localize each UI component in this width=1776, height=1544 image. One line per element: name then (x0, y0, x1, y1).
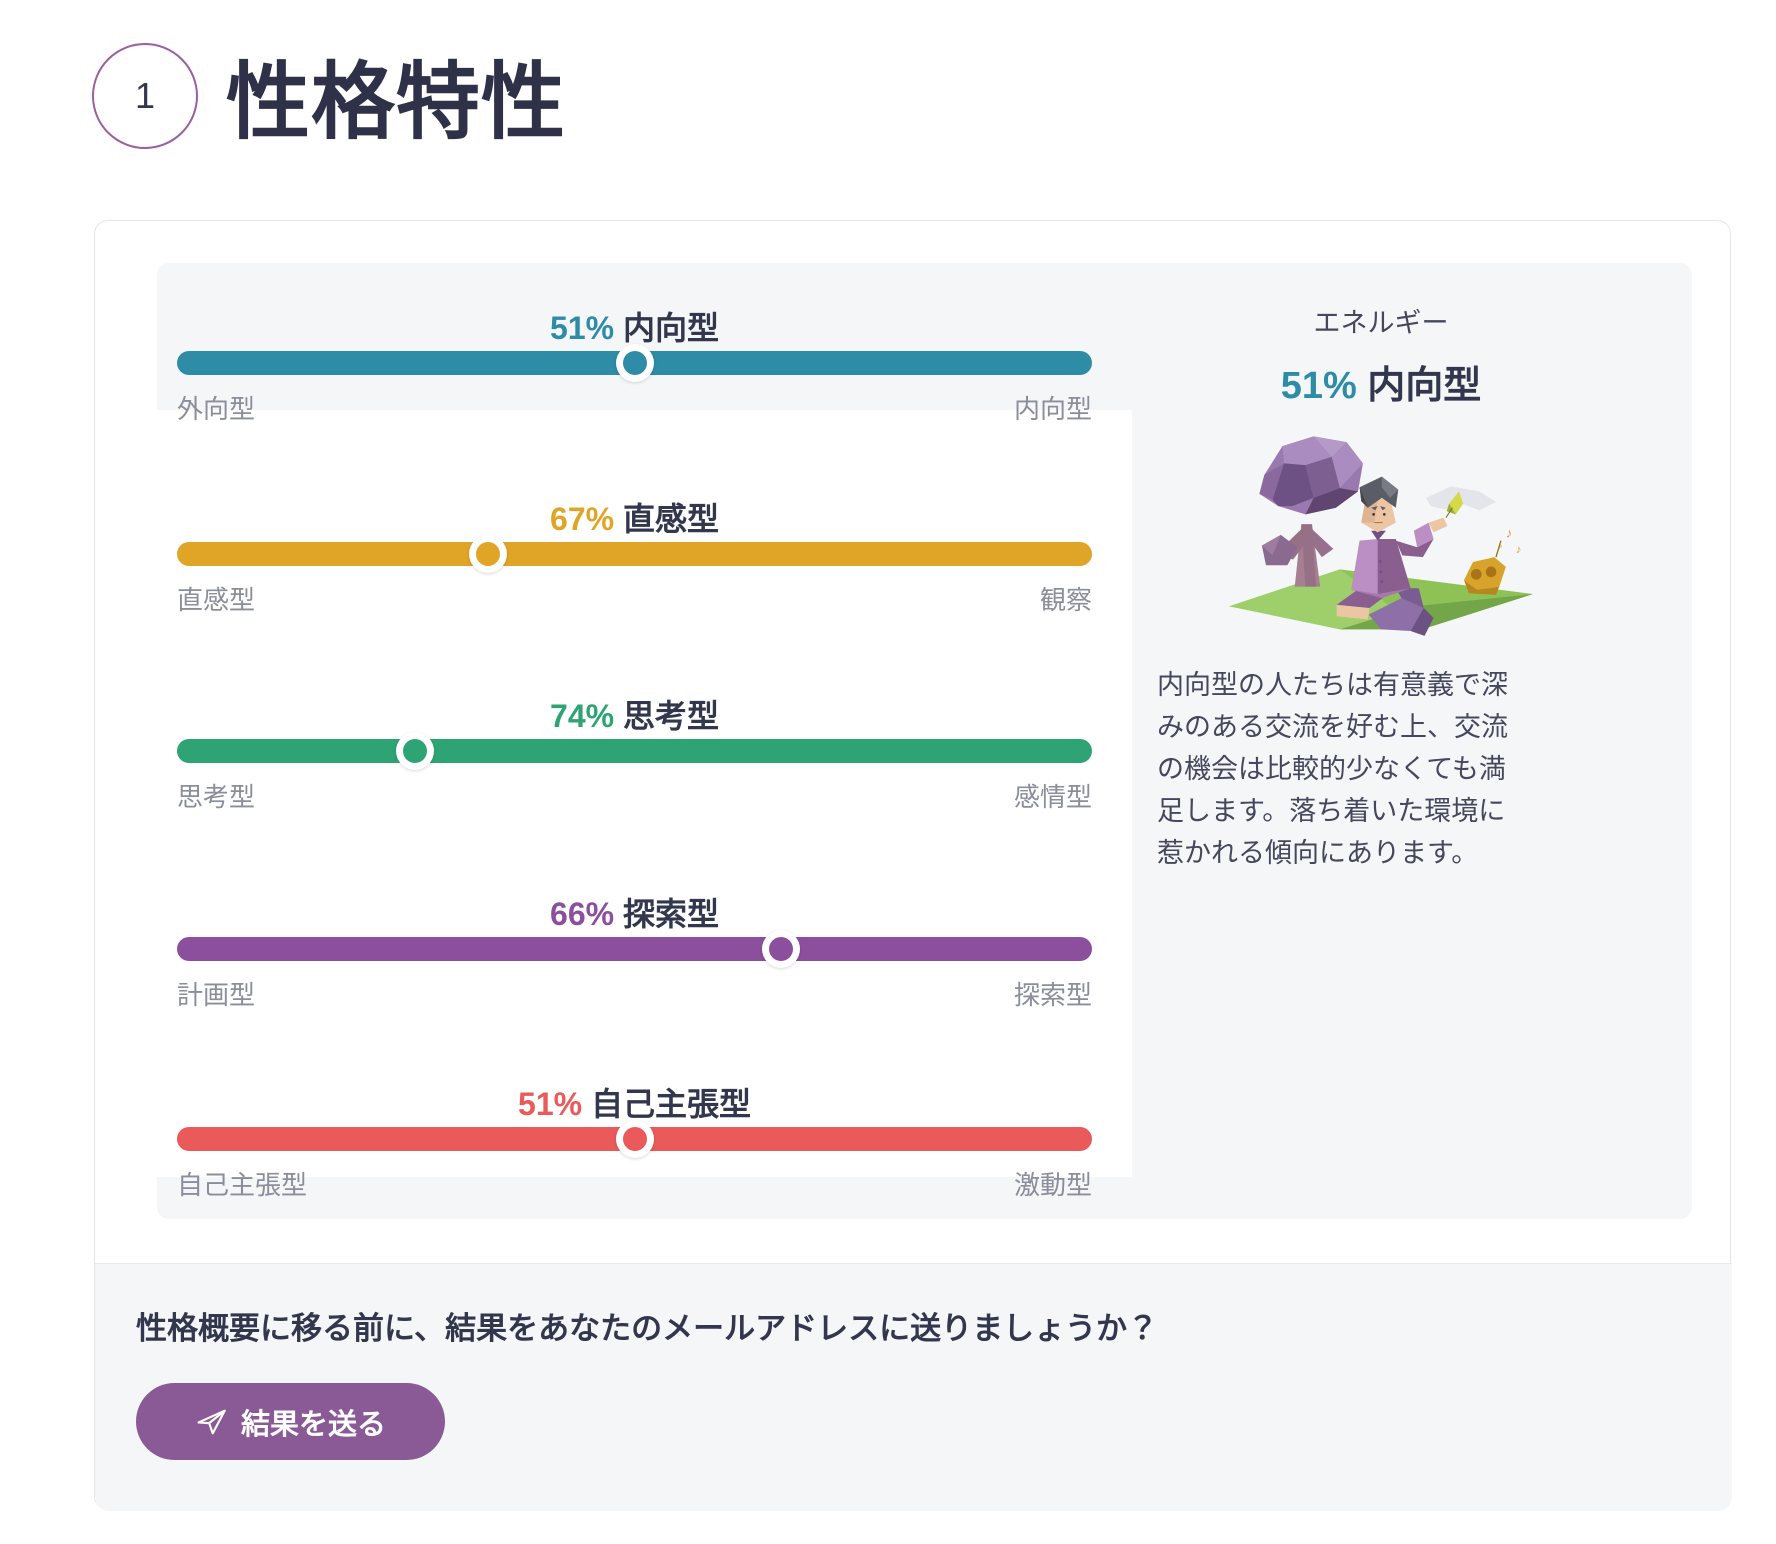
svg-text:♪: ♪ (1498, 541, 1503, 552)
svg-text:♪: ♪ (1506, 525, 1513, 540)
svg-text:♪: ♪ (1516, 544, 1522, 556)
